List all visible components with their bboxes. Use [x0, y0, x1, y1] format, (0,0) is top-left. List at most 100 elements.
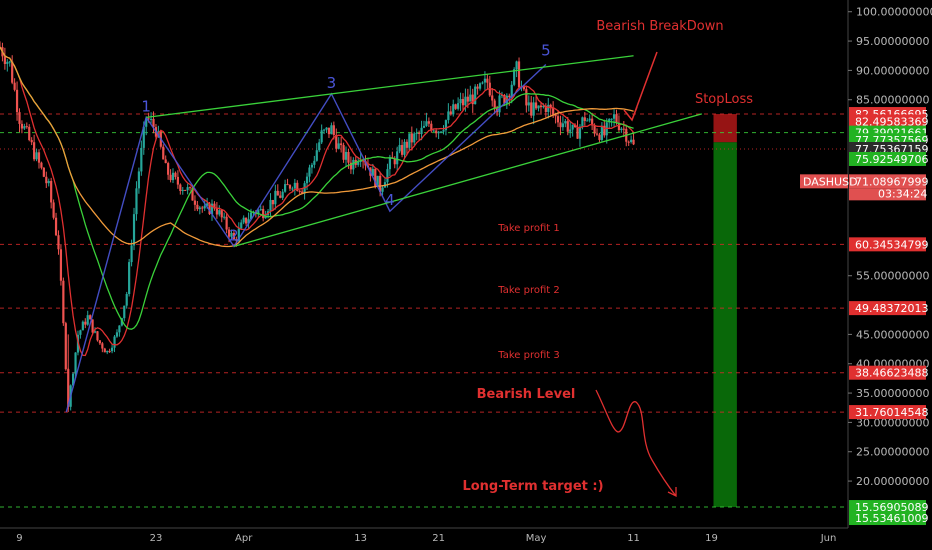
- price-tick-label: 95.00000000: [856, 35, 929, 48]
- drawing-lines: [65, 55, 702, 413]
- candle-body: [259, 208, 262, 211]
- price-badge: [849, 301, 926, 316]
- candle-body: [269, 199, 272, 212]
- candle-body: [101, 343, 104, 349]
- candle-body: [320, 130, 323, 143]
- candle-body: [171, 172, 175, 181]
- price-scale-background[interactable]: [848, 0, 932, 550]
- price-badge-label: 31.76014548: [855, 406, 928, 419]
- candle-body: [337, 143, 340, 149]
- candle-body: [359, 160, 362, 162]
- price-badge: [849, 237, 926, 252]
- candle-body: [344, 151, 348, 160]
- candle-body: [40, 162, 43, 168]
- candle-body: [400, 145, 404, 155]
- candle-body: [174, 172, 177, 177]
- candle-body: [330, 125, 333, 135]
- candle-body: [398, 145, 401, 152]
- candle-body: [315, 150, 318, 161]
- ma-slow-line: [0, 46, 634, 248]
- candle-body: [627, 141, 630, 143]
- take-profit-2-label: Take profit 2: [497, 285, 559, 296]
- candle-body: [288, 185, 292, 189]
- price-axis[interactable]: 100.00000000 95.00000000 90.00000000 85.000…: [848, 6, 932, 488]
- candle-body: [213, 203, 216, 209]
- candle-body: [435, 130, 438, 134]
- candle-body: [110, 347, 114, 352]
- candle-body: [72, 373, 75, 386]
- projection-arrow: [595, 389, 677, 498]
- candle-body: [167, 163, 170, 175]
- moving-averages: [0, 46, 635, 357]
- candle-body: [420, 127, 423, 134]
- candle-body: [3, 56, 6, 64]
- price-badge: [849, 405, 926, 420]
- candle-body: [86, 315, 89, 325]
- price-tick-label: 90.00000000: [856, 64, 929, 77]
- candle-body: [376, 175, 379, 187]
- candle-body: [466, 96, 469, 102]
- candle-body: [554, 114, 557, 117]
- price-badge: [849, 114, 926, 129]
- price-badge: [849, 151, 926, 166]
- bearish-level-label: Bearish Level: [477, 387, 576, 402]
- candle-body: [47, 181, 50, 184]
- candle-body: [469, 94, 472, 102]
- time-tick-label: 13: [354, 533, 367, 544]
- candle-body: [123, 305, 126, 319]
- candle-body: [98, 340, 102, 344]
- candle-body: [303, 183, 306, 194]
- candle-body: [193, 200, 197, 205]
- candle-body: [474, 86, 477, 105]
- time-tick-label: 19: [705, 533, 718, 544]
- candle-body: [91, 319, 94, 333]
- price-tick-label: 30.00000000: [856, 416, 929, 429]
- candle-body: [52, 202, 55, 218]
- candle-body: [405, 141, 409, 148]
- price-badges: 82.5616669582.4958336979.3902166177.7735…: [800, 107, 928, 526]
- time-axis[interactable]: 9 23 Apr 13 21 May 11 19 Jun: [16, 533, 836, 544]
- candle-body: [8, 61, 11, 63]
- candle-body: [437, 131, 440, 134]
- price-badge-label: 75.92549706: [855, 153, 928, 166]
- candle-body: [600, 125, 603, 140]
- candle-body: [296, 182, 299, 191]
- candle-body: [96, 331, 99, 341]
- candle-body: [374, 168, 377, 187]
- candle-body: [223, 216, 226, 218]
- lower-channel-line: [233, 113, 702, 248]
- candle-body: [388, 157, 391, 170]
- candle-body: [79, 330, 82, 335]
- take-profit-3-label: Take profit 3: [497, 350, 559, 361]
- candle-body: [291, 188, 294, 190]
- candle-body: [81, 321, 84, 331]
- candle-body: [327, 127, 331, 135]
- candle-body: [169, 174, 172, 181]
- candle-body: [20, 123, 24, 129]
- candle-body: [500, 95, 504, 97]
- time-tick-label: 23: [150, 533, 163, 544]
- candle-body: [464, 96, 467, 106]
- candle-body: [118, 325, 121, 333]
- candle-body: [591, 118, 594, 126]
- level-lines: [0, 113, 848, 508]
- time-tick-label: 21: [432, 533, 445, 544]
- candle-body: [140, 147, 143, 172]
- candle-body: [381, 187, 384, 192]
- candle-body: [522, 86, 526, 90]
- candle-body: [232, 232, 236, 240]
- candle-body: [59, 249, 63, 281]
- candle-body: [422, 125, 426, 128]
- candle-body: [247, 219, 250, 224]
- candle-body: [198, 207, 201, 210]
- candle-body: [483, 78, 487, 83]
- candle-body: [293, 182, 296, 189]
- candle-body: [179, 184, 182, 191]
- candle-body: [64, 323, 67, 370]
- candle-body: [271, 199, 275, 205]
- candle-body: [135, 188, 138, 215]
- candle-body: [286, 184, 289, 186]
- candle-body: [595, 133, 599, 135]
- candle-body: [620, 128, 623, 131]
